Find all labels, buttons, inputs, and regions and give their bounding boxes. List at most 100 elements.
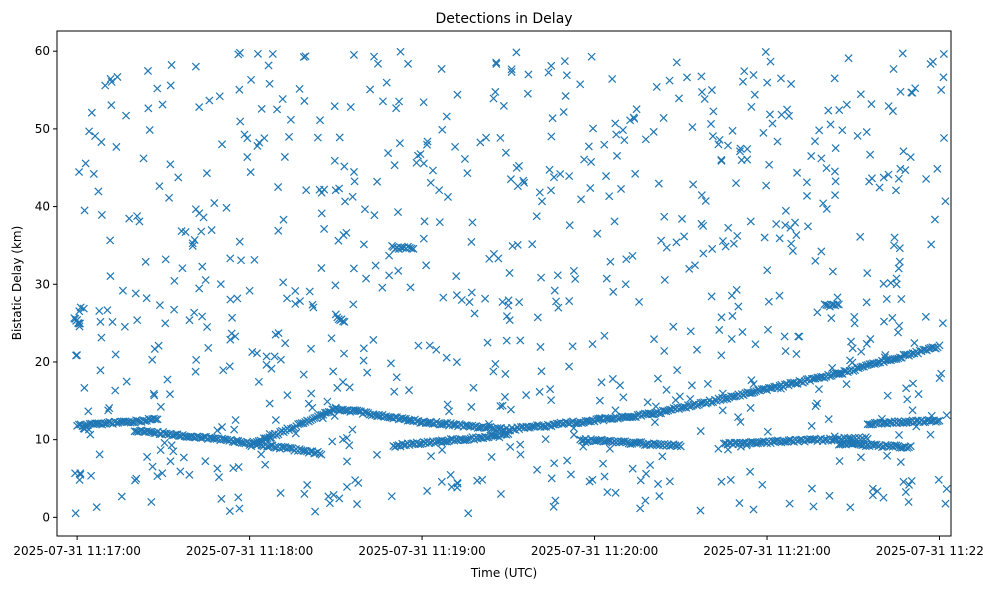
data-point bbox=[378, 283, 387, 292]
data-point bbox=[682, 73, 692, 82]
data-point bbox=[362, 408, 371, 417]
data-point bbox=[600, 472, 609, 481]
data-point bbox=[223, 435, 232, 444]
data-point bbox=[213, 426, 222, 435]
data-point bbox=[723, 141, 733, 150]
y-tick-label: 10 bbox=[35, 433, 50, 447]
data-point bbox=[781, 347, 790, 356]
data-point bbox=[442, 112, 451, 121]
data-point bbox=[735, 499, 744, 508]
data-point bbox=[776, 74, 785, 83]
data-point bbox=[176, 467, 185, 476]
data-point bbox=[717, 477, 726, 486]
data-point bbox=[97, 333, 106, 342]
x-tick-label: 2025-07-31 11:17:00 bbox=[13, 544, 140, 558]
data-point bbox=[697, 191, 706, 200]
data-point bbox=[587, 52, 596, 61]
data-point bbox=[549, 173, 559, 182]
data-point bbox=[861, 442, 870, 451]
data-point bbox=[395, 139, 404, 148]
data-point bbox=[824, 106, 833, 115]
data-point bbox=[764, 297, 773, 306]
data-point bbox=[71, 469, 80, 478]
data-point bbox=[628, 251, 637, 260]
data-point bbox=[595, 396, 604, 405]
data-point bbox=[320, 224, 329, 233]
data-point bbox=[76, 470, 85, 479]
data-point bbox=[628, 464, 637, 473]
data-point bbox=[549, 502, 558, 511]
data-point bbox=[505, 316, 514, 325]
data-point bbox=[727, 291, 736, 300]
data-point bbox=[304, 399, 313, 408]
data-point bbox=[95, 306, 104, 316]
data-point bbox=[892, 418, 901, 427]
data-point bbox=[642, 469, 651, 478]
data-point bbox=[775, 291, 784, 300]
data-point bbox=[831, 191, 840, 200]
data-point bbox=[278, 94, 287, 104]
data-point bbox=[420, 217, 429, 226]
data-point bbox=[406, 283, 415, 292]
data-point bbox=[906, 442, 915, 451]
data-point bbox=[235, 504, 244, 513]
data-point bbox=[306, 447, 315, 456]
data-point bbox=[133, 212, 142, 221]
data-point bbox=[390, 161, 399, 170]
data-point bbox=[120, 322, 129, 331]
data-point bbox=[883, 451, 892, 460]
data-point bbox=[657, 236, 666, 245]
x-tick-label: 2025-07-31 11:18:00 bbox=[186, 544, 313, 558]
data-point bbox=[174, 173, 183, 182]
data-point bbox=[811, 256, 820, 265]
data-point bbox=[370, 52, 379, 61]
data-point bbox=[643, 398, 652, 407]
data-point bbox=[166, 81, 175, 90]
data-point bbox=[895, 353, 905, 362]
data-point bbox=[346, 103, 355, 112]
data-point bbox=[609, 287, 618, 296]
data-point bbox=[895, 244, 904, 253]
data-point bbox=[550, 459, 559, 468]
data-point bbox=[160, 438, 169, 447]
data-point bbox=[226, 335, 235, 344]
data-point bbox=[749, 505, 758, 514]
y-tick-label: 50 bbox=[35, 122, 50, 136]
data-point bbox=[696, 506, 705, 515]
data-point bbox=[262, 352, 271, 361]
data-point bbox=[520, 178, 529, 187]
data-point bbox=[718, 406, 727, 415]
data-point bbox=[906, 153, 915, 162]
data-point bbox=[850, 319, 859, 328]
data-point bbox=[688, 123, 697, 132]
data-point bbox=[728, 126, 737, 135]
data-point bbox=[366, 85, 375, 94]
data-point bbox=[216, 280, 225, 289]
data-point bbox=[391, 413, 400, 422]
data-point bbox=[359, 356, 368, 365]
data-point bbox=[270, 352, 279, 361]
data-point bbox=[219, 366, 228, 375]
data-point bbox=[736, 417, 745, 426]
data-point bbox=[384, 149, 393, 158]
data-point bbox=[850, 312, 859, 321]
x-tick-label: 2025-07-31 11:22:00 bbox=[876, 544, 983, 558]
data-point bbox=[476, 138, 485, 147]
data-point bbox=[746, 217, 755, 226]
data-point bbox=[349, 264, 358, 273]
data-point bbox=[507, 67, 516, 76]
data-point bbox=[108, 317, 117, 326]
data-point bbox=[717, 155, 726, 164]
data-point bbox=[96, 317, 105, 326]
data-point bbox=[342, 228, 351, 237]
data-point bbox=[185, 470, 194, 479]
data-point bbox=[467, 237, 476, 246]
data-point bbox=[763, 325, 772, 334]
data-point bbox=[167, 60, 176, 69]
data-point bbox=[489, 367, 498, 376]
data-point bbox=[650, 418, 660, 427]
data-point bbox=[213, 464, 222, 473]
data-point bbox=[697, 88, 707, 97]
data-point bbox=[815, 126, 824, 135]
